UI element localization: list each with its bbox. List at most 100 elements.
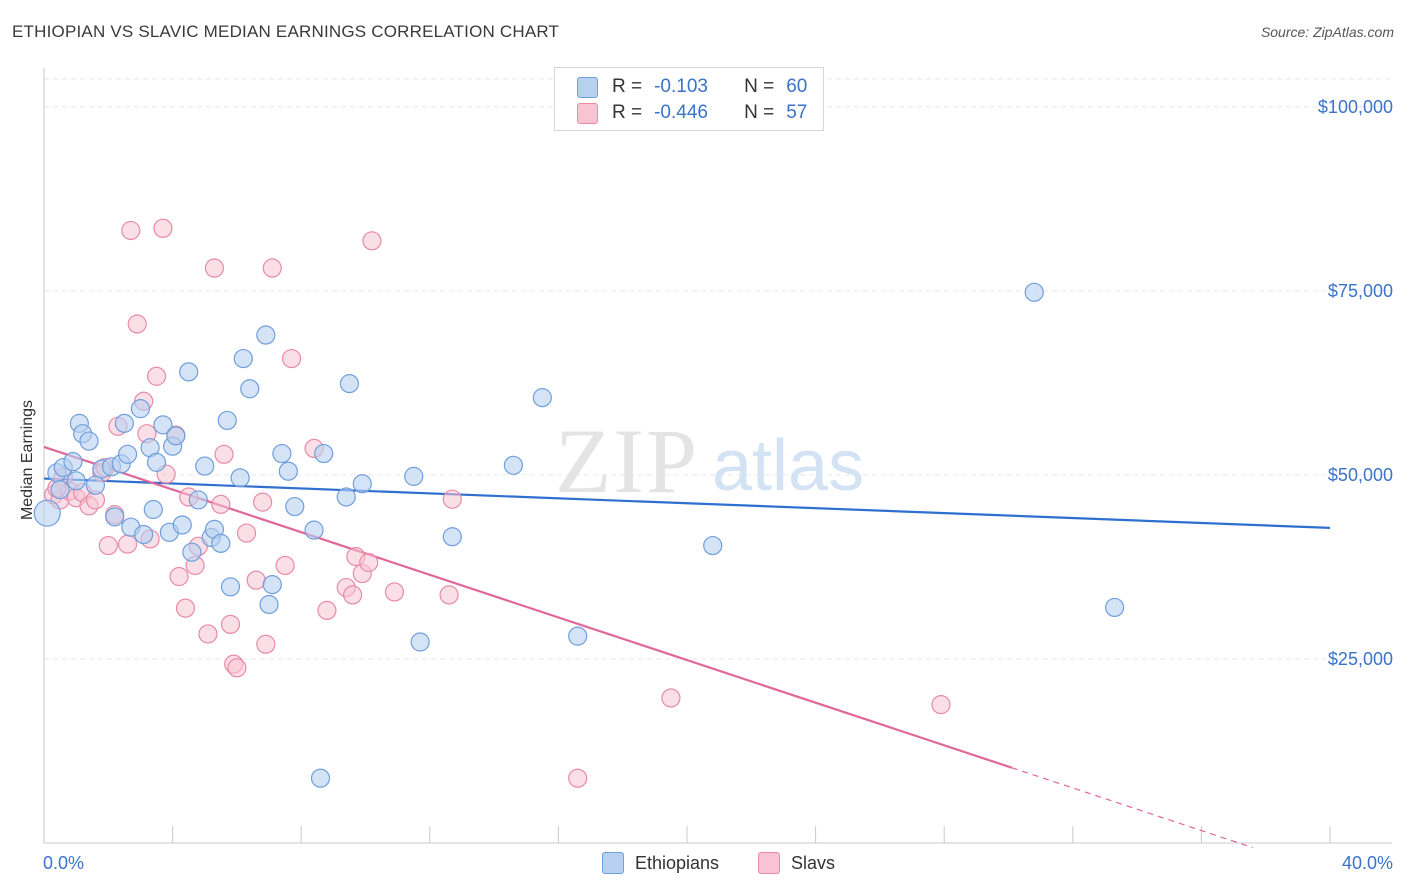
ethiopians-point [233, 348, 253, 369]
slavs-point [439, 585, 459, 605]
slavs-legend-swatch [758, 852, 780, 874]
slavs-point [253, 492, 273, 512]
slavs-point [127, 314, 147, 334]
slavs-point [275, 555, 295, 576]
legend-row-slavs: R = -0.446 N = 57 [577, 101, 807, 125]
ethiopians-point [230, 468, 250, 488]
ethiopians-point [503, 455, 523, 475]
slavs-point [236, 523, 257, 543]
r-label: R = [612, 102, 643, 123]
ethiopians-point [63, 452, 83, 472]
ethiopians-point [130, 399, 151, 419]
ethiopians-point [240, 379, 260, 399]
ethiopians-swatch [577, 76, 598, 98]
gridlines [44, 78, 1392, 660]
n-label: N = [744, 102, 775, 123]
ethiopians-point [153, 415, 173, 435]
slavs-point [359, 552, 379, 573]
ethiopians-point [336, 487, 356, 507]
n-label: N = [744, 76, 775, 97]
slavs-point [169, 566, 189, 587]
ethiopians-point [278, 461, 298, 481]
slavs-point [661, 688, 681, 708]
slavs-legend-label: Slavs [791, 852, 836, 873]
ethiopians-point [182, 542, 202, 562]
ethiopians-point [114, 413, 134, 433]
ethiopians-point [117, 444, 138, 464]
legend-item-slavs[interactable]: Slavs [758, 852, 835, 874]
slavs-point [204, 258, 224, 278]
ethiopians-point [217, 410, 237, 431]
slavs-point [246, 570, 266, 590]
ethiopians-point [256, 325, 276, 345]
r-value: -0.446 [654, 102, 708, 123]
watermark: ZIP atlas [555, 410, 864, 512]
ethiopians-point [442, 527, 462, 547]
n-value: 60 [786, 76, 808, 97]
y-tick-label: $100,000 [1318, 97, 1393, 117]
slavs-points [44, 218, 951, 788]
slavs-point [220, 614, 241, 634]
ethiopians-point [1104, 597, 1125, 618]
slavs-point [146, 366, 167, 386]
slavs-point [931, 694, 951, 715]
r-label: R = [612, 76, 643, 97]
ethiopians-point [314, 443, 334, 464]
watermark-atlas: atlas [712, 426, 864, 506]
ethiopians-point [220, 577, 241, 597]
ethiopians-point [172, 515, 192, 535]
chart-title: ETHIOPIAN VS SLAVIC MEDIAN EARNINGS CORR… [12, 22, 560, 41]
ethiopians-point [259, 594, 279, 615]
n-value: 57 [786, 102, 808, 123]
x-tick-label: 40.0% [1342, 853, 1393, 873]
ethiopians-point [134, 524, 154, 545]
slavs-point [568, 768, 588, 788]
y-tick-label: $25,000 [1328, 649, 1393, 669]
ethiopians-point [410, 632, 430, 652]
source-attribution: Source: ZipAtlas.com [1260, 24, 1394, 40]
slavs-point [317, 600, 337, 620]
correlation-legend: R = -0.103 N = 60 R = -0.446 N = 57 [554, 67, 824, 131]
ethiopians-point [146, 452, 167, 472]
legend-item-ethiopians[interactable]: Ethiopians [602, 852, 719, 874]
ethiopians-point [188, 490, 208, 510]
ethiopians-legend-label: Ethiopians [635, 852, 720, 873]
ethiopians-point [50, 480, 70, 500]
slavs-point [211, 494, 231, 514]
slavs-point [117, 534, 138, 554]
slavs-point [198, 624, 218, 644]
slavs-point [362, 231, 382, 251]
ethiopians-point [195, 456, 215, 476]
ethiopians-point [532, 388, 552, 408]
ethiopians-point [262, 574, 282, 595]
slavs-point [262, 258, 282, 278]
slavs-point [98, 535, 118, 556]
slavs-point [343, 585, 363, 605]
ethiopians-point [33, 499, 61, 527]
ethiopians-point [285, 496, 305, 517]
slavs-point [121, 220, 141, 241]
tick-labels: $25,000 $50,000 $75,000 $100,000 0.0% 40.0% [43, 97, 1393, 873]
ethiopians-point [568, 626, 588, 646]
ethiopians-point [211, 533, 231, 553]
y-tick-label: $75,000 [1328, 281, 1393, 301]
ethiopians-point [404, 466, 424, 486]
slavs-point [442, 489, 462, 509]
ethiopians-point [166, 426, 186, 446]
r-value: -0.103 [654, 76, 708, 97]
ethiopians-point [105, 507, 125, 527]
watermark-zip: ZIP [555, 410, 699, 512]
slavs-point [227, 658, 247, 678]
ethiopians-trend-line [43, 477, 1331, 530]
ethiopians-point [179, 362, 199, 382]
legend-row-ethiopians: R = -0.103 N = 60 [577, 75, 807, 99]
ethiopians-point [85, 475, 106, 495]
slavs-point [153, 218, 173, 238]
slavs-swatch [577, 102, 598, 124]
y-tick-label: $50,000 [1328, 465, 1393, 485]
ethiopians-point [66, 471, 86, 491]
ethiopians-points [33, 282, 1125, 788]
slavs-point [281, 348, 302, 369]
ethiopians-point [703, 535, 723, 556]
ethiopians-legend-swatch [602, 852, 624, 874]
